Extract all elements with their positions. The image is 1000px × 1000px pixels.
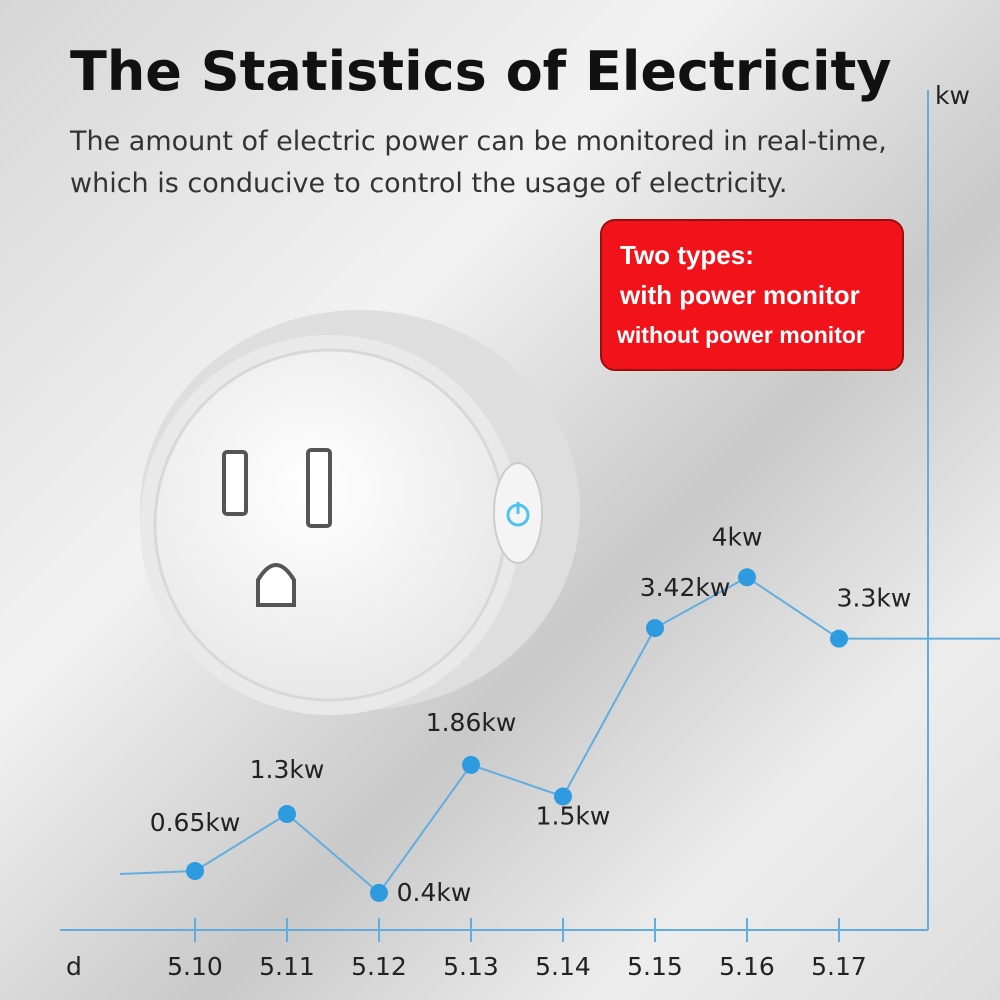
y-axis-label: kw <box>935 81 970 110</box>
data-point <box>186 862 204 881</box>
data-point <box>646 619 664 638</box>
title: The Statistics of Electricity <box>70 40 892 103</box>
x-tick-label: 5.12 <box>351 952 407 981</box>
x-tick-label: 5.14 <box>535 952 591 981</box>
data-label: 1.86kw <box>426 708 517 737</box>
data-label: 1.3kw <box>250 755 325 784</box>
callout-text: Two types: <box>620 240 754 270</box>
callout-text: with power monitor <box>619 280 860 310</box>
x-tick-label: 5.17 <box>811 952 867 981</box>
smart-plug-illustration <box>140 310 580 715</box>
data-point <box>278 805 296 824</box>
data-point <box>830 629 848 648</box>
data-label: 0.65kw <box>150 808 241 837</box>
data-line <box>194 576 840 895</box>
x-tick-label: 5.15 <box>627 952 683 981</box>
callout-box <box>600 219 904 371</box>
data-label: 0.4kw <box>397 878 472 907</box>
x-tick-label: 5.13 <box>443 952 499 981</box>
subtitle-line: The amount of electric power can be moni… <box>69 126 887 157</box>
data-point <box>738 568 756 587</box>
x-tick-label: 5.10 <box>167 952 223 981</box>
x-tick-label: 5.11 <box>259 952 315 981</box>
data-point <box>554 787 572 806</box>
data-label: 4kw <box>712 522 763 551</box>
x-axis-label: d <box>66 952 82 981</box>
x-tick-label: 5.16 <box>719 952 775 981</box>
data-point <box>462 755 480 774</box>
data-point <box>370 883 388 902</box>
data-label: 3.42kw <box>640 573 731 602</box>
callout-text: without power monitor <box>616 322 865 348</box>
data-label: 3.3kw <box>837 584 912 613</box>
data-label: 1.5kw <box>536 801 611 830</box>
subtitle-line: which is conducive to control the usage … <box>70 168 787 199</box>
line-lead-in <box>119 870 196 876</box>
